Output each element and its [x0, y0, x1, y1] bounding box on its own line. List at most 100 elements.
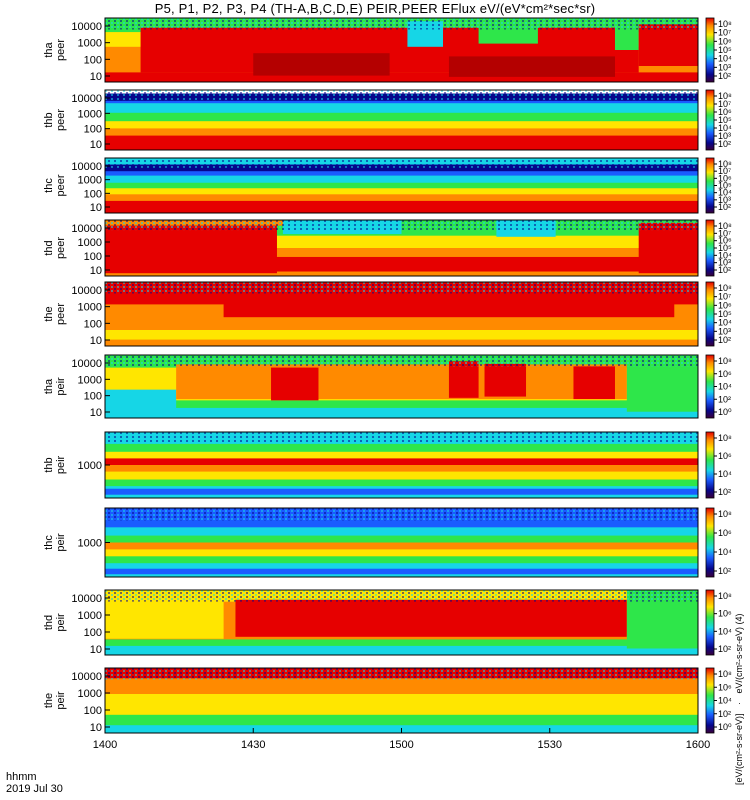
panel-thc-peir-cbtick-2: 10⁴: [718, 547, 732, 557]
panel-thc-peer-band-3: [105, 182, 698, 189]
panel-thd-peir-ytick-0: 10000: [71, 593, 102, 605]
panel-thc-peir-band-3: [105, 542, 698, 550]
panel-thd-peer-cbtick-2: 10⁶: [718, 236, 732, 246]
panel-thc-peir-cbtick-3: 10²: [718, 566, 731, 576]
panel-thc-peer-label-line1: thc: [43, 178, 55, 193]
panel-tha-peer-frame: [104, 17, 699, 83]
panel-thb-peer-cbtick-2: 10⁶: [718, 107, 732, 117]
panel-the-peer-cbtick-4: 10⁴: [718, 318, 732, 328]
time-tick-1: 1430: [241, 739, 265, 751]
panel-the-peir-cbtick-0: 10⁸: [718, 669, 732, 679]
panel-the-peer-ytick-1: 1000: [78, 302, 102, 314]
panel-the-peir-ytick-0: 10000: [71, 671, 102, 683]
panel-thd-peer-band-2: [105, 248, 698, 258]
panel-tha-peer-region-2: [448, 56, 615, 77]
panel-thd-peer-cbtick-3: 10⁵: [718, 243, 732, 253]
panel-thb-peir-ytick-0: 1000: [78, 460, 102, 472]
panel-thd-peer: 10000 1000 100 10 thdpeer 10⁸10⁷10⁶10⁵10⁴10³1…: [43, 219, 732, 277]
panel-thd-peer-frame: [104, 219, 699, 277]
panel-tha-peer-ytick-0: 10000: [71, 21, 102, 33]
panel-thb-peer-label-line2: peer: [55, 109, 67, 131]
panel-thc-peir-label-line1: thc: [43, 535, 55, 550]
panel-tha-peer-cbtick-1: 10⁷: [718, 28, 731, 38]
panel-thc-peer-ytick-0: 10000: [71, 161, 102, 173]
panel-thb-peir-noise: [105, 432, 698, 444]
panel-tha-peir-noise: [105, 355, 698, 367]
panel-thb-peir-band-1: [105, 443, 698, 453]
panel-thb-peer-ytick-0: 10000: [71, 93, 102, 105]
panel-tha-peir-region-3: [448, 361, 479, 398]
panel-tha-peir-ytick-1: 1000: [78, 374, 102, 386]
panel-thd-peer-cbtick-6: 10²: [718, 265, 731, 275]
panel-thd-peir-ytick-3: 10: [90, 644, 102, 656]
panel-tha-peir-region-2: [271, 367, 319, 401]
panel-tha-peer-band-3: [105, 72, 698, 83]
panel-tha-peir-band-2: [105, 400, 698, 409]
panel-the-peer: 10000 1000 100 10 thepeer 10⁸10⁷10⁶10⁵10⁴10³1…: [43, 281, 732, 347]
panel-thc-peir-cbtick-0: 10⁸: [718, 509, 732, 519]
colorbar-label-separator: ·: [734, 702, 744, 705]
panel-the-peir-label-line2: peir: [55, 691, 67, 710]
panel-tha-peer-region-6: [638, 24, 698, 66]
panel-tha-peir-cbtick-3: 10²: [718, 394, 731, 404]
panel-thd-peer-colorbar: [705, 219, 715, 277]
panel-thc-peer-cbtick-6: 10²: [718, 202, 731, 212]
panel-thd-peer-ytick-0: 10000: [71, 223, 102, 235]
panel-the-peer-cbtick-3: 10⁵: [718, 309, 732, 319]
panel-thb-peer-ytick-1: 1000: [78, 108, 102, 120]
panel-the-peir-ytick-2: 100: [84, 705, 102, 717]
panel-thc-peir-noise: [105, 508, 698, 521]
panel-tha-peer-cbtick-6: 10²: [718, 71, 731, 81]
panel-tha-peir-frame: [104, 354, 699, 419]
panel-thc-peer-cbtick-0: 10⁸: [718, 159, 732, 169]
panel-tha-peer-noise: [105, 18, 698, 30]
panel-thb-peir-band-4: [105, 465, 698, 473]
panel-thb-peir-cbtick-2: 10⁴: [718, 469, 732, 479]
panel-thb-peer-band-5: [105, 135, 698, 151]
panel-tha-peir-region-4: [484, 363, 527, 397]
panel-thd-peir-label-line2: peir: [55, 613, 67, 632]
panel-thb-peir-band-2: [105, 451, 698, 459]
panel-thd-peir-colorbar: [705, 589, 715, 656]
panel-thb-peer-label: thbpeer: [43, 109, 67, 131]
panel-thd-peir-cbtick-2: 10⁴: [718, 626, 732, 636]
panel-the-peir: 10000 1000 100 10 thepeir 10⁸ 10⁶ 10⁴ 10² 10⁰: [43, 667, 732, 734]
panel-thc-peer-frame: [104, 157, 699, 214]
panel-the-peer-colorbar: [705, 281, 715, 347]
panel-tha-peer-label-line1: tha: [43, 41, 55, 57]
panel-thc-peer-colorbar: [705, 157, 715, 214]
panel-the-peer-cbtick-0: 10⁸: [718, 283, 732, 293]
panel-thd-peir-ytick-2: 100: [84, 627, 102, 639]
panel-thb-peer-ytick-2: 100: [84, 124, 102, 136]
panel-thb-peer-band-3: [105, 121, 698, 129]
panel-the-peir-cbtick-3: 10²: [718, 709, 731, 719]
panel-thd-peir-band-3: [105, 645, 698, 656]
panel-thb-peer-cbtick-4: 10⁴: [718, 123, 732, 133]
panel-the-peer-ytick-3: 10: [90, 335, 102, 347]
panel-tha-peir-ytick-0: 10000: [71, 358, 102, 370]
panel-tha-peir-cbtick-0: 10⁸: [718, 356, 732, 366]
panel-thc-peir-cbtick-1: 10⁶: [718, 528, 732, 538]
panel-thb-peer: 10000 1000 100 10 thbpeer 10⁸10⁷10⁶10⁵10⁴10³1…: [43, 89, 732, 151]
panel-thb-peer-band-4: [105, 128, 698, 137]
panel-thb-peer-label-line1: thb: [43, 112, 55, 127]
panel-tha-peir-region-5: [573, 366, 615, 400]
panel-thb-peer-band-1: [105, 103, 698, 114]
panel-thb-peir-region-0: [105, 488, 698, 495]
panel-thc-peer-ytick-1: 1000: [78, 175, 102, 187]
panel-tha-peir-ytick-2: 100: [84, 391, 102, 403]
panel-thb-peer-cbtick-3: 10⁵: [718, 115, 732, 125]
panel-thd-peir-ytick-1: 1000: [78, 610, 102, 622]
panel-thd-peer-region-4: [638, 222, 698, 274]
panel-thc-peer-band-6: [105, 200, 698, 214]
time-axis-label-line2: 2019 Jul 30: [6, 783, 63, 795]
panel-thc-peer-label-line2: peer: [55, 174, 67, 196]
panel-thb-peir-colorbar: [705, 431, 715, 499]
colorbar-label-peir: [eV/(cm²-s-sr-eV)]: [734, 714, 744, 786]
panel-thd-peer-label-line1: thd: [43, 240, 55, 255]
panel-thc-peir: 1000 thcpeir 10⁸ 10⁶ 10⁴ 10²: [43, 507, 732, 578]
time-tick-2: 1500: [389, 739, 413, 751]
panel-thb-peer-cbtick-6: 10²: [718, 139, 731, 149]
panel-thd-peer-band-4: [105, 271, 698, 277]
panel-tha-peer-cbtick-2: 10⁶: [718, 36, 732, 46]
